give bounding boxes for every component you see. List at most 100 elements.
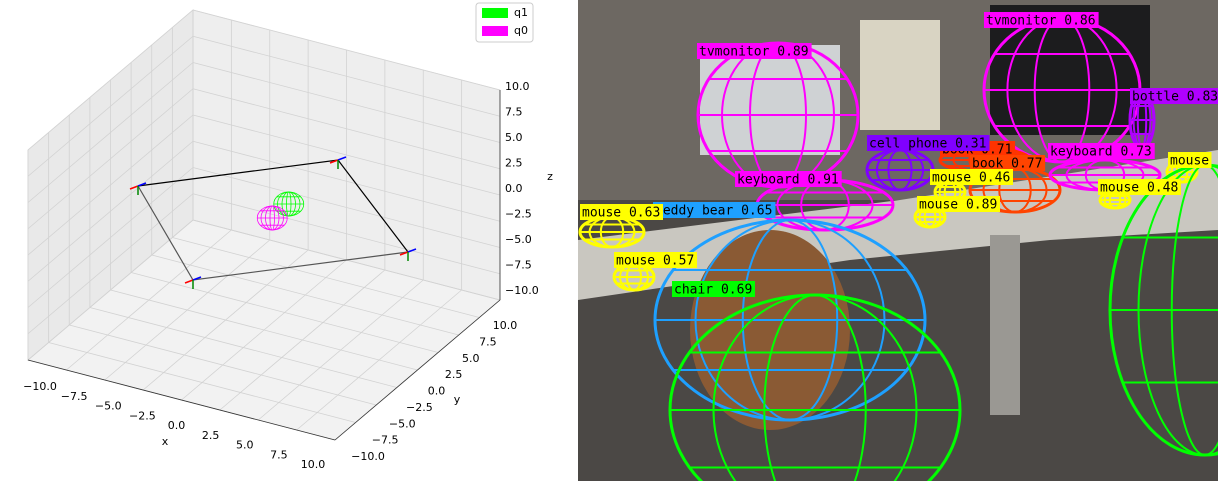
y-tick-label: −10.0 [351,450,385,463]
camera-axis [337,156,347,161]
label-text: mouse 0.63 [582,206,660,221]
x-tick-label: 7.5 [270,448,288,461]
label-background [614,252,697,268]
grid-line [27,62,194,203]
z-tick-label: −5.0 [505,233,532,246]
legend-swatch [482,26,508,36]
x-axis-label: x [162,435,169,448]
label-text: book 0.77 [972,157,1042,172]
x-tick-label: −5.0 [95,400,122,413]
grid-line [27,9,194,151]
label-background [735,171,842,187]
detection-ellipsoid [668,163,1218,481]
detection-ellipsoid [653,218,927,422]
x-tick-label: 0.0 [168,419,186,432]
y-tick-label: 5.0 [462,352,480,365]
detection-label: mouse [1168,152,1212,169]
grid-line [192,167,501,248]
z-tick-label: 5.0 [505,131,523,144]
plot-3d: −10.0 −7.5 −5.0 −2.5 0.0 2.5 5.0 7.5 10.0 −10.0 −7… [23,2,553,471]
legend-swatch [482,8,508,18]
y-tick-label: 10.0 [493,319,518,332]
label-text: mouse 0.46 [932,171,1010,186]
photo-poster [860,20,940,130]
grid-line [27,35,194,177]
y-tick-label: −2.5 [406,401,433,414]
detection-label: mouse 0.48 [1098,179,1181,196]
grid-line [192,114,501,196]
grid-line [69,324,377,406]
camera-axis [137,182,147,187]
grid-line [192,9,501,91]
y-tick-label: 2.5 [445,368,463,381]
camera-axis [129,185,139,190]
label-text: cell phone 0.31 [869,137,986,152]
ellipsoid [256,205,288,231]
label-text: mouse [1170,154,1209,169]
z-tick-label: −7.5 [505,259,532,272]
grid-line [172,237,480,318]
camera-axis [407,248,417,253]
label-background [1168,152,1212,168]
z-tick-label: −2.5 [505,208,532,221]
detection-label: bottle 0.83 [1130,88,1218,105]
y-tick-label: −7.5 [372,434,399,447]
label-background [867,135,990,151]
label-text: tvmonitor 0.86 [986,14,1096,29]
x-tick-label: 5.0 [236,439,254,452]
x-tick-label: 2.5 [202,429,220,442]
y-axis-label: y [454,393,461,406]
detection-label: tvmonitor 0.89 [697,43,812,60]
grid-line [131,272,439,353]
z-tick-label: 7.5 [505,106,523,119]
z-tick-label: −10.0 [505,284,539,297]
label-background [984,12,1099,28]
grid-line [192,35,501,117]
detection-label: cell phone 0.31 [867,135,990,152]
grid-line [27,114,194,256]
camera-axis [399,251,409,256]
detection-label: book 0.77 [970,155,1046,172]
z-axis-label: z [547,170,553,183]
label-background [697,43,812,59]
photo-monitor [700,45,840,155]
x-axis-line [27,359,336,441]
grid-line [192,88,501,170]
label-background [653,202,776,218]
label-background [1098,179,1181,195]
camera-axis [329,159,339,164]
detection-label: tvmonitor 0.86 [984,12,1099,29]
label-background [970,155,1046,171]
grid-line [89,307,397,388]
y-tick-label: 0.0 [428,385,446,398]
grid-line [192,140,501,222]
label-text: bottle 0.83 [1132,90,1218,105]
label-background [917,196,1000,212]
photo-teddy [690,230,850,430]
grid-line [27,140,194,282]
label-background [580,204,663,220]
label-background [1130,88,1218,104]
camera-axis [192,276,202,281]
label-text: keyboard 0.91 [737,173,839,188]
detection-label: keyboard 0.91 [735,171,842,188]
label-text: tvmonitor 0.89 [699,45,809,60]
detection-label: teddy bear 0.65 [653,202,776,219]
grid-line [151,254,459,336]
label-text: teddy bear 0.65 [655,204,772,219]
camera-axis [184,279,194,284]
grid-line [192,193,501,275]
detection-label: keyboard 0.73 [1048,143,1155,160]
detection-ellipsoid [612,262,656,292]
label-text: mouse 0.57 [616,254,694,269]
label-background [672,281,755,297]
label-text: mouse 0.48 [1100,181,1178,196]
ellipsoid [273,191,305,217]
detection-label: mouse 0.63 [580,204,663,221]
photo-desk-leg [990,235,1020,415]
legend-label: q1 [514,6,528,19]
y-axis-line [334,299,501,441]
